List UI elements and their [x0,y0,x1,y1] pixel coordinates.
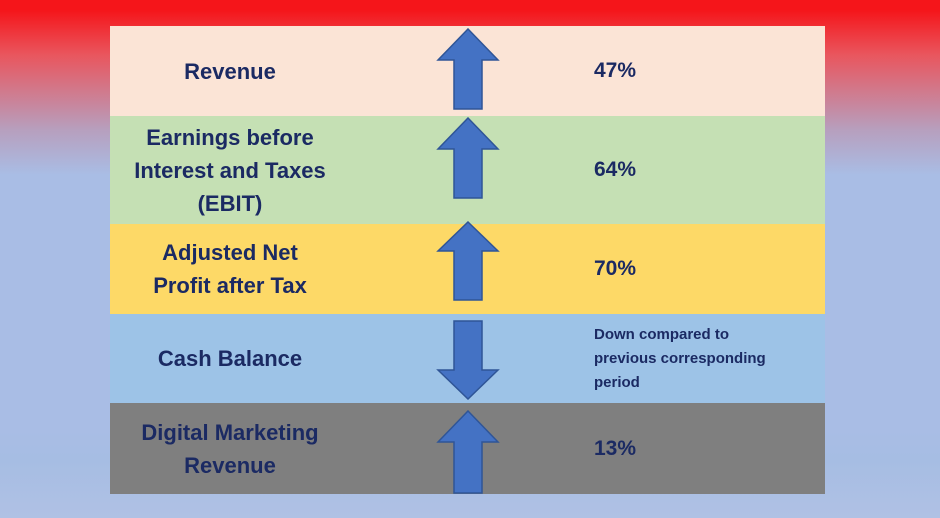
metric-label: Earnings before Interest and Taxes (EBIT… [134,124,326,216]
metric-label: Cash Balance [157,346,303,371]
up-arrow-icon [436,28,500,110]
metric-row-revenue: Revenue 47% [110,26,825,116]
up-arrow-icon [436,410,500,494]
metric-label: Revenue [184,58,276,84]
up-arrow-icon [436,221,500,301]
metric-value: 70% [594,257,637,280]
metric-label: Adjusted Net Profit after Tax [153,240,307,298]
metric-label: Digital Marketing Revenue [141,419,319,478]
down-arrow-icon [436,320,500,400]
metric-row-ebit: Earnings before Interest and Taxes (EBIT… [110,116,825,224]
metric-value: 64% [594,158,637,181]
up-arrow-icon [436,117,500,199]
metric-value: 13% [594,436,637,460]
metrics-table: Revenue 47% Earnings before Interest and… [110,26,825,494]
metric-row-cash-balance: Cash Balance Down compared to previous c… [110,314,825,403]
metric-row-digital-marketing-revenue: Digital Marketing Revenue 13% [110,403,825,494]
metric-value: Down compared to previous corresponding … [594,325,766,391]
metric-row-adjusted-net-profit: Adjusted Net Profit after Tax 70% [110,221,825,314]
metric-value: 47% [594,59,637,82]
